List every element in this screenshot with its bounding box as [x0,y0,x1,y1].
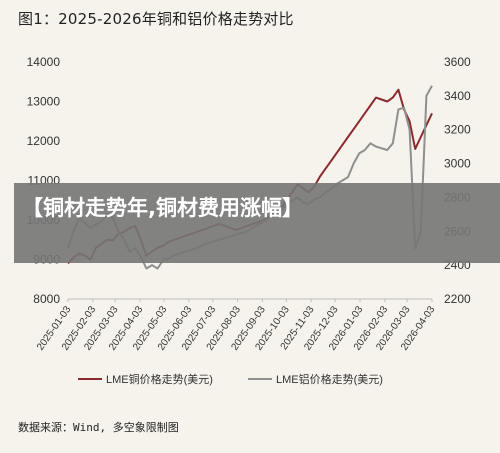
legend-label-aluminum: LME铝价格走势(美元) [276,372,383,386]
y-left-tick-label: 13000 [27,95,61,109]
y-right-tick-label: 3000 [444,157,471,171]
y-left-tick-label: 14000 [27,55,61,69]
headline-text: 【铜材走势年,铜材费用涨幅】 [22,196,303,220]
y-right-tick-label: 3200 [444,123,471,137]
y-left-tick-label: 8000 [33,292,60,306]
legend-label-copper: LME铜价格走势(美元) [106,372,213,386]
y-right-tick-label: 2200 [444,292,471,306]
data-source-note: 数据来源：Wind, 多空象限制图 [18,421,179,434]
y-right-tick-label: 3400 [444,89,471,103]
y-right-tick-label: 3600 [444,55,471,69]
y-left-tick-label: 12000 [27,134,61,148]
figure-title: 图1：2025-2026年铜和铝价格走势对比 [18,10,294,28]
headline-banner[interactable]: 【铜材走势年,铜材费用涨幅】 [14,183,500,263]
